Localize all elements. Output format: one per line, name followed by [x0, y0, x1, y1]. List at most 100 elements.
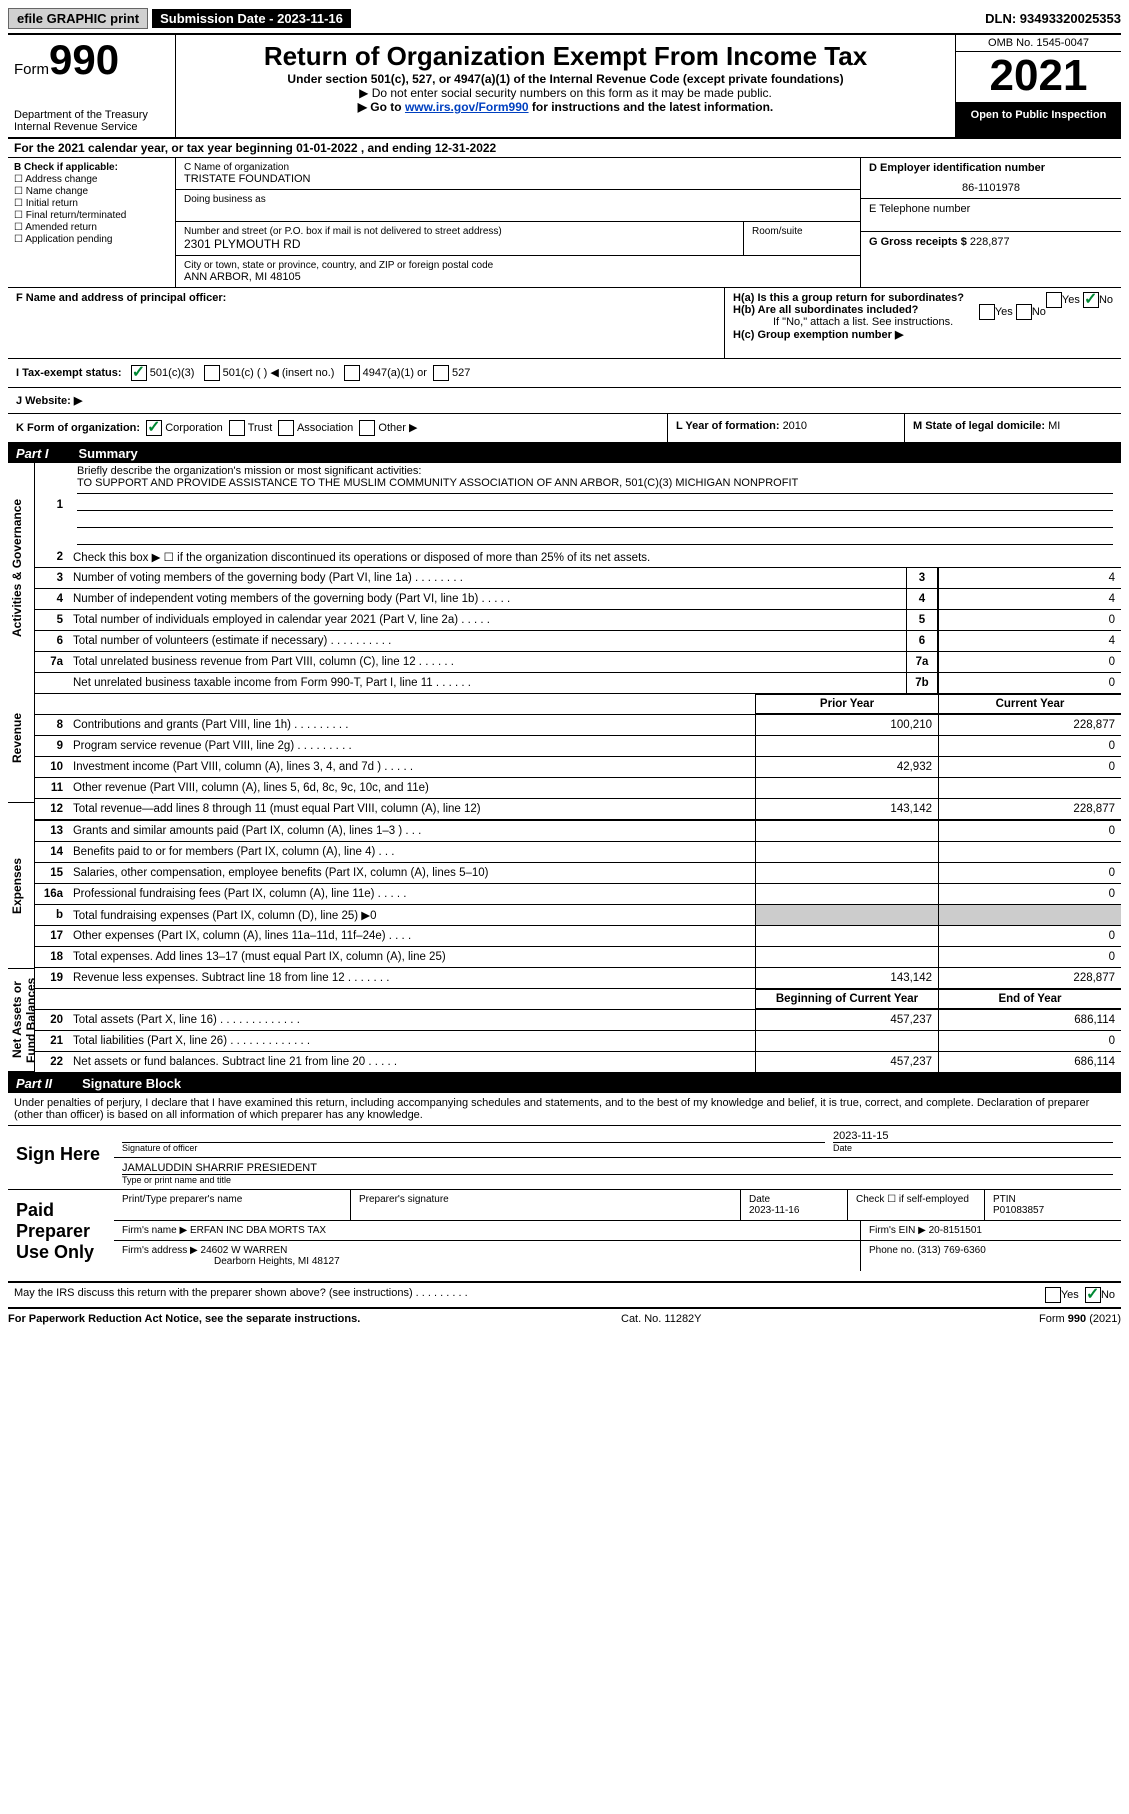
firm-addr-label: Firm's address ▶ [122, 1245, 198, 1256]
row-i: I Tax-exempt status: 501(c)(3) 501(c) ( … [8, 359, 1121, 388]
ptin-label: PTIN [993, 1194, 1016, 1205]
footer-right: Form 990 (2021) [921, 1313, 1121, 1325]
firm-name-label: Firm's name ▶ [122, 1225, 187, 1236]
group-governance: 1 Briefly describe the organization's mi… [35, 463, 1121, 694]
top-bar: efile GRAPHIC print Submission Date - 20… [8, 8, 1121, 29]
summary-line-3: 3Number of voting members of the governi… [35, 567, 1121, 588]
header-sub1: Under section 501(c), 527, or 4947(a)(1)… [186, 72, 945, 86]
chk-amended-return[interactable]: ☐ Amended return [14, 222, 169, 233]
header-right: OMB No. 1545-0047 2021 Open to Public In… [955, 35, 1121, 137]
chk-application-pending[interactable]: ☐ Application pending [14, 234, 169, 245]
open-public-badge: Open to Public Inspection [956, 103, 1121, 137]
hb-no[interactable] [1016, 304, 1032, 320]
vtab-expenses: Expenses [8, 803, 34, 969]
discuss-yes[interactable] [1045, 1287, 1061, 1303]
hb-yes[interactable] [979, 304, 995, 320]
hdr-current-year: Current Year [938, 694, 1121, 714]
chk-address-change[interactable]: ☐ Address change [14, 174, 169, 185]
org-name-label: C Name of organization [184, 162, 852, 173]
opt-501c: 501(c) ( ) ◀ (insert no.) [223, 367, 335, 379]
h-b-note: If "No," attach a list. See instructions… [733, 316, 1113, 328]
chk-501c3[interactable] [131, 365, 147, 381]
summary-line-4: 4Number of independent voting members of… [35, 588, 1121, 609]
header-sub3-pre: ▶ Go to [358, 100, 405, 114]
section-bcd: B Check if applicable: ☐ Address change … [8, 158, 1121, 288]
ein-value: 86-1101978 [869, 174, 1113, 194]
part2-header: Part II Signature Block [8, 1074, 1121, 1093]
chk-other[interactable] [359, 420, 375, 436]
form-header: Form990 Department of the Treasury Inter… [8, 35, 1121, 139]
summary-line-7b: Net unrelated business taxable income fr… [35, 672, 1121, 693]
prep-sig-label: Preparer's signature [359, 1194, 449, 1205]
mission-label: Briefly describe the organization's miss… [77, 465, 421, 477]
hdr-prior-year: Prior Year [755, 694, 938, 714]
form-title: Return of Organization Exempt From Incom… [186, 41, 945, 72]
firm-phone-label: Phone no. [869, 1245, 915, 1256]
submission-date-label: Submission Date - 2023-11-16 [152, 9, 351, 28]
prep-check-label: Check ☐ if self-employed [848, 1190, 985, 1220]
chk-trust[interactable] [229, 420, 245, 436]
street-address: 2301 PLYMOUTH RD [184, 237, 735, 251]
chk-527[interactable] [433, 365, 449, 381]
group-expenses: 13Grants and similar amounts paid (Part … [35, 820, 1121, 989]
header-left: Form990 Department of the Treasury Inter… [8, 35, 176, 137]
chk-corp[interactable] [146, 420, 162, 436]
col-d: D Employer identification number 86-1101… [860, 158, 1121, 287]
principal-officer-label: F Name and address of principal officer: [16, 292, 226, 304]
sign-here-label: Sign Here [8, 1126, 114, 1189]
opt-527: 527 [452, 367, 470, 379]
firm-phone-value: (313) 769-6360 [917, 1245, 985, 1256]
chk-final-return[interactable]: ☐ Final return/terminated [14, 210, 169, 221]
paid-preparer-rows: Paid Preparer Use Only Print/Type prepar… [8, 1190, 1121, 1283]
chk-initial-return[interactable]: ☐ Initial return [14, 198, 169, 209]
chk-assoc[interactable] [278, 420, 294, 436]
ha-no[interactable] [1083, 292, 1099, 308]
opt-other: Other ▶ [378, 422, 417, 434]
firm-addr1: 24602 W WARREN [201, 1245, 288, 1256]
h-c: H(c) Group exemption number ▶ [733, 328, 1113, 341]
row-j: J Website: ▶ [8, 388, 1121, 414]
efile-button[interactable]: efile GRAPHIC print [8, 8, 148, 29]
form-year: 2021 [956, 52, 1121, 103]
sign-here-rows: Sign Here Signature of officer 2023-11-1… [8, 1126, 1121, 1190]
firm-name-value: ERFAN INC DBA MORTS TAX [190, 1225, 326, 1236]
opt-501c3: 501(c)(3) [150, 367, 195, 379]
summary-line-5: 5Total number of individuals employed in… [35, 609, 1121, 630]
chk-501c[interactable] [204, 365, 220, 381]
dba-label: Doing business as [184, 194, 852, 205]
summary-line-8: 8Contributions and grants (Part VIII, li… [35, 714, 1121, 735]
discuss-text: May the IRS discuss this return with the… [14, 1287, 1045, 1303]
summary-body: Activities & Governance Revenue Expenses… [8, 463, 1121, 1074]
state-domicile-label: M State of legal domicile: [913, 420, 1048, 432]
summary-line-12: 12Total revenue—add lines 8 through 11 (… [35, 798, 1121, 819]
part2-title: Signature Block [82, 1076, 181, 1091]
summary-line-15: 15Salaries, other compensation, employee… [35, 862, 1121, 883]
row-fh: F Name and address of principal officer:… [8, 288, 1121, 359]
gross-receipts-label: G Gross receipts $ [869, 236, 967, 248]
ha-yes[interactable] [1046, 292, 1062, 308]
room-label: Room/suite [752, 226, 852, 237]
prep-date-label: Date [749, 1194, 770, 1205]
ptin-value: P01083857 [993, 1205, 1044, 1216]
discuss-no[interactable] [1085, 1287, 1101, 1303]
summary-line-9: 9Program service revenue (Part VIII, lin… [35, 735, 1121, 756]
form990-link[interactable]: www.irs.gov/Form990 [405, 100, 529, 114]
summary-line-11: 11Other revenue (Part VIII, column (A), … [35, 777, 1121, 798]
telephone-label: E Telephone number [869, 203, 1113, 215]
tax-year-line: For the 2021 calendar year, or tax year … [8, 139, 1121, 158]
dln-label: DLN: 93493320025353 [985, 11, 1121, 26]
sig-date-label: Date [833, 1142, 1113, 1153]
vertical-tabs: Activities & Governance Revenue Expenses… [8, 463, 35, 1072]
chk-name-change[interactable]: ☐ Name change [14, 186, 169, 197]
hdr-begin-year: Beginning of Current Year [755, 989, 938, 1009]
opt-corp: Corporation [165, 422, 222, 434]
summary-line-18: 18Total expenses. Add lines 13–17 (must … [35, 946, 1121, 967]
form-word: Form [14, 61, 49, 78]
firm-ein-label: Firm's EIN ▶ [869, 1225, 926, 1236]
city-state-zip: ANN ARBOR, MI 48105 [184, 271, 852, 283]
prep-name-label: Print/Type preparer's name [122, 1194, 242, 1205]
chk-4947[interactable] [344, 365, 360, 381]
summary-content: 1 Briefly describe the organization's mi… [35, 463, 1121, 1072]
summary-line-b: bTotal fundraising expenses (Part IX, co… [35, 904, 1121, 925]
ein-label: D Employer identification number [869, 162, 1045, 174]
